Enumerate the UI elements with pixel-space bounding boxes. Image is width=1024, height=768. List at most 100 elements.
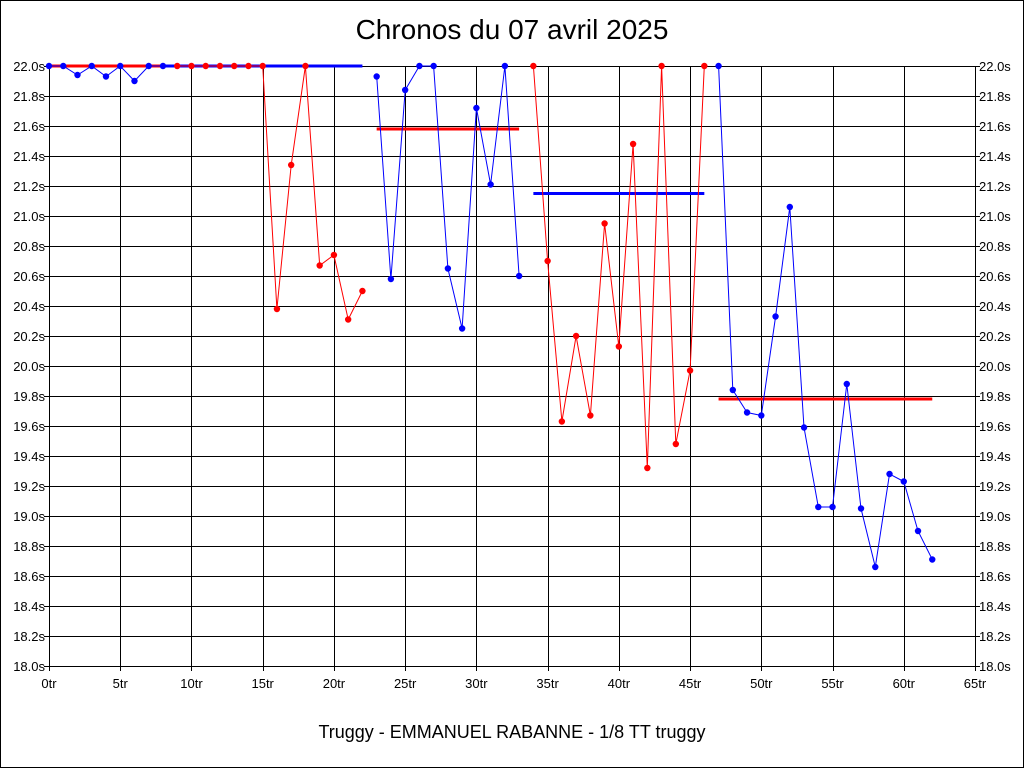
data-point [359, 287, 366, 295]
chart-footer: Truggy - EMMANUEL RABANNE - 1/8 TT trugg… [318, 722, 706, 742]
y-tick-label-left: 19.6s [13, 419, 45, 434]
y-tick-label-right: 19.4s [979, 449, 1011, 464]
data-point [800, 424, 808, 431]
x-tick-label: 20tr [323, 676, 346, 691]
y-tick-label-right: 20.8s [979, 239, 1011, 254]
y-tick-label-right: 18.8s [979, 539, 1011, 554]
x-tick-label: 10tr [180, 676, 203, 691]
data-point [487, 181, 494, 188]
data-point [216, 62, 224, 70]
y-tick-label-left: 18.0s [13, 659, 45, 674]
data-point [572, 332, 580, 340]
chart-title: Chronos du 07 avril 2025 [355, 14, 669, 45]
y-tick-label-right: 20.0s [979, 359, 1011, 374]
data-point [515, 272, 523, 280]
data-point [145, 62, 152, 70]
data-point [60, 62, 67, 70]
y-tick-label-right: 19.6s [979, 419, 1011, 434]
data-point [786, 203, 793, 211]
data-point [430, 62, 437, 70]
x-tick-label: 15tr [251, 676, 274, 691]
data-point [74, 71, 81, 79]
data-point [672, 440, 680, 448]
x-tick-label: 25tr [394, 676, 417, 691]
y-tick-label-right: 19.8s [979, 389, 1011, 404]
y-tick-label-right: 19.0s [979, 509, 1011, 524]
data-point [743, 409, 751, 416]
data-point [245, 62, 252, 70]
data-point [401, 86, 409, 94]
data-point [829, 503, 836, 511]
data-point [302, 62, 309, 70]
data-point [815, 503, 822, 511]
data-point [872, 563, 879, 571]
y-tick-label-left: 21.6s [13, 119, 45, 134]
data-point [387, 275, 395, 283]
x-tick-label: 40tr [608, 676, 631, 691]
y-tick-label-right: 21.6s [979, 119, 1011, 134]
data-point [701, 62, 708, 70]
y-tick-label-left: 21.8s [13, 89, 45, 104]
y-tick-label-left: 21.2s [13, 179, 45, 194]
data-point [530, 62, 537, 70]
data-point [202, 62, 209, 70]
data-point [330, 251, 338, 259]
x-tick-label: 60tr [893, 676, 916, 691]
data-point [929, 556, 936, 563]
y-tick-label-left: 20.8s [13, 239, 45, 254]
y-tick-label-left: 18.4s [13, 599, 45, 614]
y-tick-label-right: 19.2s [979, 479, 1011, 494]
data-point [715, 62, 722, 70]
y-tick-label-left: 20.0s [13, 359, 45, 374]
data-point [131, 77, 138, 85]
data-point [644, 464, 651, 472]
data-point [629, 140, 637, 148]
data-point [444, 265, 452, 272]
data-point [501, 62, 509, 70]
data-point [900, 478, 907, 485]
data-point [843, 380, 850, 388]
data-point [558, 418, 566, 425]
y-tick-label-right: 21.8s [979, 89, 1011, 104]
data-point [102, 73, 110, 80]
data-point [416, 62, 423, 70]
data-point [45, 62, 53, 70]
y-tick-label-left: 22.0s [13, 59, 45, 74]
y-tick-label-right: 18.2s [979, 629, 1011, 644]
data-point [686, 367, 694, 374]
y-tick-label-left: 19.4s [13, 449, 45, 464]
y-tick-label-left: 18.8s [13, 539, 45, 554]
y-tick-label-left: 19.8s [13, 389, 45, 404]
data-point [886, 470, 893, 478]
data-point [458, 325, 466, 332]
y-tick-label-left: 21.0s [13, 209, 45, 224]
data-point [174, 62, 181, 70]
data-point [231, 62, 238, 70]
data-point [615, 343, 623, 350]
y-tick-label-left: 20.6s [13, 269, 45, 284]
data-point [544, 257, 551, 265]
data-point [273, 305, 281, 313]
x-tick-label: 50tr [750, 676, 773, 691]
y-tick-label-right: 21.2s [979, 179, 1011, 194]
series-line [718, 65, 933, 568]
y-tick-label-left: 20.4s [13, 299, 45, 314]
data-point [316, 262, 323, 269]
y-tick-label-right: 20.2s [979, 329, 1011, 344]
y-tick-label-left: 19.2s [13, 479, 45, 494]
data-point [729, 386, 737, 394]
data-point [473, 104, 480, 112]
data-point [88, 62, 95, 70]
x-tick-label: 65tr [964, 676, 987, 691]
y-tick-label-right: 21.0s [979, 209, 1011, 224]
plot-border [49, 66, 976, 667]
data-point [587, 412, 594, 419]
x-tick-label: 55tr [821, 676, 844, 691]
data-point [159, 62, 167, 70]
x-tick-label: 5tr [113, 676, 129, 691]
x-tick-label: 0tr [41, 676, 57, 691]
y-tick-label-left: 18.6s [13, 569, 45, 584]
y-tick-label-right: 18.0s [979, 659, 1011, 674]
y-tick-label-right: 20.4s [979, 299, 1011, 314]
